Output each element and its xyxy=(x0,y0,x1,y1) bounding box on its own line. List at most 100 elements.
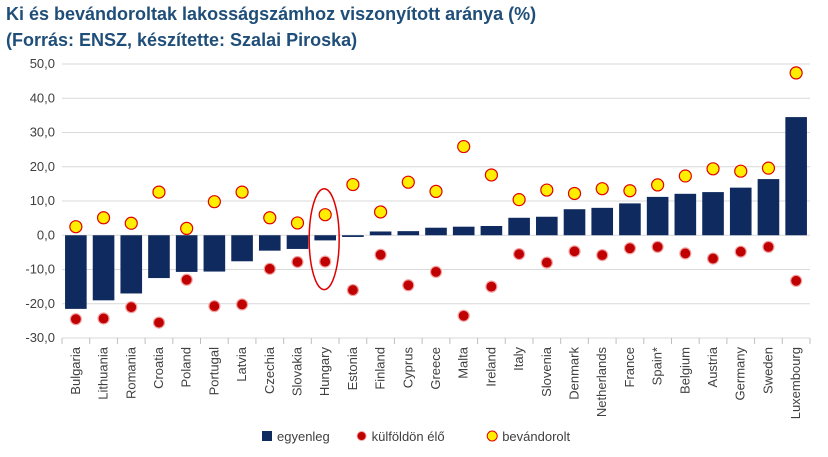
point-bevandorolt xyxy=(651,178,665,192)
bar-bulgaria xyxy=(65,235,87,309)
x-tick-label: Croatia xyxy=(151,346,166,389)
point-kulfoldon-elo xyxy=(568,245,581,258)
point-bevandorolt xyxy=(207,195,221,209)
point-kulfoldon-elo xyxy=(651,240,664,253)
point-bevandorolt xyxy=(346,177,360,192)
point-bevandorolt xyxy=(429,184,443,199)
point-kulfoldon-elo xyxy=(679,247,692,260)
point-kulfoldon-elo xyxy=(513,247,526,261)
point-kulfoldon-elo xyxy=(208,300,221,313)
point-kulfoldon-elo xyxy=(623,242,637,255)
point-kulfoldon-elo xyxy=(291,255,304,269)
x-tick-label: Ireland xyxy=(483,347,498,387)
bar-slovakia xyxy=(286,235,309,249)
point-bevandorolt xyxy=(235,185,249,199)
x-tick-label: Netherlands xyxy=(594,347,609,418)
point-bevandorolt xyxy=(512,193,526,207)
point-bevandorolt xyxy=(706,162,720,176)
bar-malta xyxy=(452,226,475,236)
x-tick-label: France xyxy=(622,347,637,387)
bar-latvia xyxy=(231,235,253,262)
x-tick-label: Portugal xyxy=(206,347,221,396)
point-bevandorolt xyxy=(457,139,471,154)
x-tick-label: Czechia xyxy=(262,346,277,394)
x-tick-label: Lithuania xyxy=(96,346,111,400)
point-bevandorolt xyxy=(540,183,554,197)
point-kulfoldon-elo xyxy=(319,255,332,268)
bar-hungary xyxy=(314,235,336,241)
x-tick-label: Estonia xyxy=(345,346,360,390)
legend-label: külföldön élő xyxy=(372,429,445,444)
point-kulfoldon-elo xyxy=(596,249,609,262)
point-bevandorolt xyxy=(734,164,748,178)
x-tick-label: Poland xyxy=(179,347,194,387)
point-kulfoldon-elo xyxy=(762,240,775,253)
bar-greece xyxy=(425,227,447,236)
point-kulfoldon-elo xyxy=(485,280,498,293)
point-bevandorolt xyxy=(152,185,166,199)
point-bevandorolt xyxy=(318,208,332,222)
point-bevandorolt xyxy=(180,221,194,235)
point-kulfoldon-elo xyxy=(790,274,803,287)
point-bevandorolt xyxy=(69,220,83,234)
bar-spain xyxy=(646,196,669,236)
legend-swatch-dot xyxy=(486,430,498,442)
bar-austria xyxy=(702,192,724,236)
bar-finland xyxy=(369,231,392,236)
legend-swatch-dot xyxy=(356,431,367,441)
x-tick-label: Sweden xyxy=(760,347,775,394)
point-kulfoldon-elo xyxy=(180,273,193,286)
x-tick-label: Spain* xyxy=(650,347,665,385)
y-tick-label: 20,0 xyxy=(30,159,55,174)
point-kulfoldon-elo xyxy=(457,309,470,322)
point-kulfoldon-elo xyxy=(125,301,138,314)
point-bevandorolt xyxy=(290,216,305,230)
point-bevandorolt xyxy=(124,216,138,230)
x-tick-label: Greece xyxy=(428,347,443,390)
bar-luxembourg xyxy=(785,117,807,236)
x-tick-label: Belgium xyxy=(677,347,692,394)
x-tick-label: Latvia xyxy=(234,346,249,381)
x-tick-label: Cyprus xyxy=(400,347,415,389)
point-kulfoldon-elo xyxy=(235,298,249,311)
bar-romania xyxy=(120,235,143,294)
legend-swatch-bar xyxy=(262,431,272,441)
point-kulfoldon-elo xyxy=(263,262,276,275)
point-kulfoldon-elo xyxy=(97,312,110,325)
point-kulfoldon-elo xyxy=(734,245,747,258)
bar-denmark xyxy=(563,209,586,236)
y-tick-label: 10,0 xyxy=(30,193,55,208)
point-bevandorolt xyxy=(373,205,388,219)
point-kulfoldon-elo xyxy=(374,248,387,261)
point-bevandorolt xyxy=(789,66,803,80)
point-bevandorolt xyxy=(678,169,692,183)
x-tick-label: Slovakia xyxy=(289,346,304,396)
x-tick-label: Denmark xyxy=(567,347,582,400)
y-tick-label: -10,0 xyxy=(25,262,55,277)
bar-netherlands xyxy=(591,207,614,236)
point-bevandorolt xyxy=(401,175,415,189)
bar-czechia xyxy=(258,235,281,251)
x-tick-label: Austria xyxy=(705,346,720,387)
x-tick-label: Bulgaria xyxy=(68,346,83,394)
bar-france xyxy=(619,203,641,236)
y-tick-label: 30,0 xyxy=(30,125,55,140)
point-kulfoldon-elo xyxy=(69,313,82,326)
highlight-ellipse xyxy=(308,187,340,291)
legend-label: egyenleg xyxy=(277,429,330,444)
point-kulfoldon-elo xyxy=(152,316,166,329)
bar-poland xyxy=(175,235,198,272)
point-bevandorolt xyxy=(96,211,111,225)
bar-belgium xyxy=(674,193,697,236)
bar-sweden xyxy=(757,179,780,236)
point-bevandorolt xyxy=(484,168,499,182)
point-bevandorolt xyxy=(567,186,582,201)
point-bevandorolt xyxy=(595,182,609,196)
point-kulfoldon-elo xyxy=(429,265,443,278)
bar-croatia xyxy=(148,235,170,279)
y-tick-label: -20,0 xyxy=(25,296,55,311)
chart-title: Ki és bevándoroltak lakosságszámhoz visz… xyxy=(6,4,537,24)
bar-portugal xyxy=(203,235,226,272)
point-bevandorolt xyxy=(761,161,776,175)
